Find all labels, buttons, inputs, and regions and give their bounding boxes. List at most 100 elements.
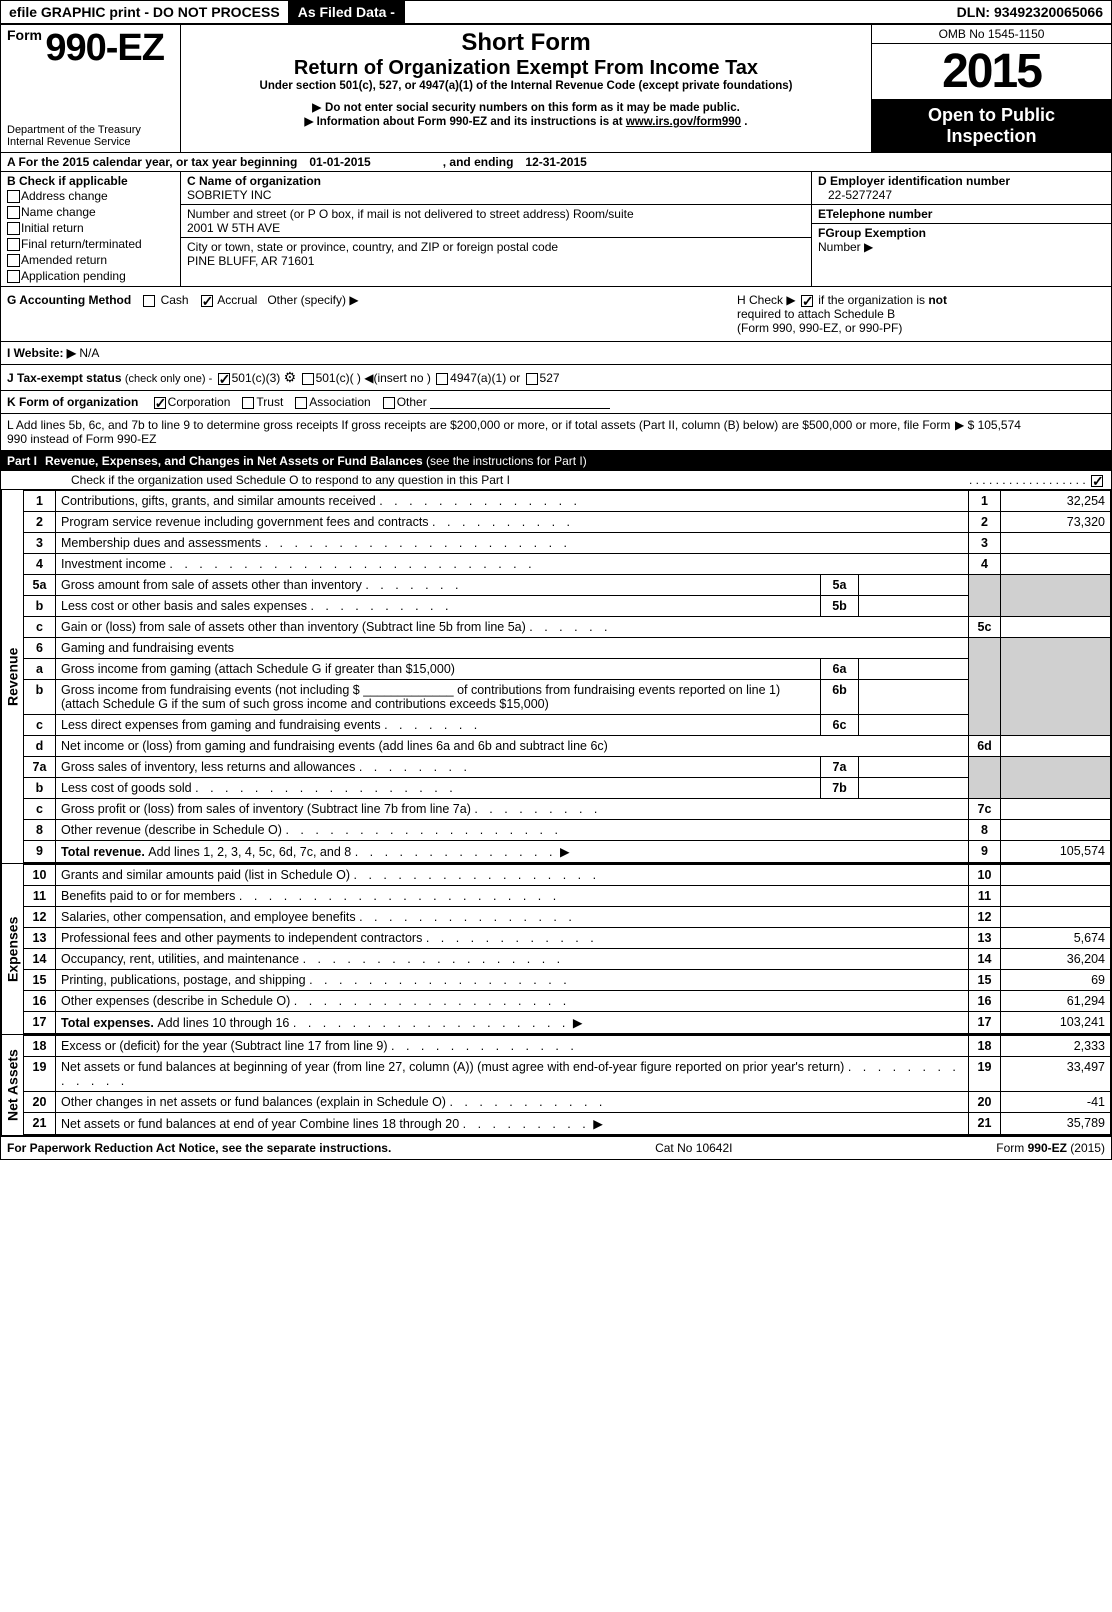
col-b-title: B Check if applicable xyxy=(7,174,174,188)
line-9: 9 Total revenue. Add lines 1, 2, 3, 4, 5… xyxy=(24,841,1111,863)
revenue-side-label: Revenue xyxy=(1,490,23,863)
line-a-label: A For the 2015 calendar year, or tax yea… xyxy=(1,153,303,171)
line-12: 12Salaries, other compensation, and empl… xyxy=(24,907,1111,928)
org-name-cell: C Name of organization SOBRIETY INC xyxy=(181,172,811,205)
catalog-number: Cat No 10642I xyxy=(655,1141,732,1155)
check-trust[interactable] xyxy=(242,397,254,409)
street-value: 2001 W 5TH AVE xyxy=(187,221,805,235)
telephone-cell: ETelephone number xyxy=(812,205,1111,224)
line-21-amount: 35,789 xyxy=(1001,1113,1111,1135)
line-a: A For the 2015 calendar year, or tax yea… xyxy=(1,153,1111,172)
check-name-change[interactable]: Name change xyxy=(7,204,174,220)
efile-label: efile GRAPHIC print - DO NOT PROCESS xyxy=(1,1,290,23)
city-value: PINE BLUFF, AR 71601 xyxy=(187,254,805,268)
check-final-return[interactable]: Final return/terminated xyxy=(7,236,174,252)
form-header: Form 990-EZ Department of the Treasury I… xyxy=(1,25,1111,153)
check-corporation[interactable] xyxy=(154,397,166,409)
line-18: 18Excess or (deficit) for the year (Subt… xyxy=(24,1036,1111,1057)
part-1-schedule-o-check: Check if the organization used Schedule … xyxy=(1,471,1111,490)
telephone-label: ETelephone number xyxy=(818,207,932,221)
city-cell: City or town, state or province, country… xyxy=(181,238,811,270)
line-11: 11Benefits paid to or for members . . . … xyxy=(24,886,1111,907)
dept-irs: Internal Revenue Service xyxy=(7,136,141,148)
form-990ez-page: efile GRAPHIC print - DO NOT PROCESS As … xyxy=(0,0,1112,1160)
dln-value: 93492320065066 xyxy=(994,4,1103,20)
row-g-h: G Accounting Method Cash Accrual Other (… xyxy=(1,287,1111,342)
row-website: I Website: ▶ N/A xyxy=(1,342,1111,365)
h-schedule-b: H Check ▶ if the organization is not req… xyxy=(731,287,1111,341)
row-l-gross-receipts: L Add lines 5b, 6c, and 7b to line 9 to … xyxy=(1,414,1111,451)
j-label: J Tax-exempt status xyxy=(7,371,122,385)
check-schedule-b[interactable] xyxy=(801,295,813,307)
org-name-label: C Name of organization xyxy=(187,174,805,188)
line-a-mid: , and ending xyxy=(437,153,520,171)
expenses-table: 10Grants and similar amounts paid (list … xyxy=(23,864,1111,1034)
subtitle: Under section 501(c), 527, or 4947(a)(1)… xyxy=(187,80,865,92)
check-association[interactable] xyxy=(295,397,307,409)
line-6: 6 Gaming and fundraising events xyxy=(24,638,1111,659)
check-501c3[interactable] xyxy=(218,373,230,385)
line-14-amount: 36,204 xyxy=(1001,949,1111,970)
line-6c: c Less direct expenses from gaming and f… xyxy=(24,715,1111,736)
check-initial-return[interactable]: Initial return xyxy=(7,220,174,236)
line-20: 20Other changes in net assets or fund ba… xyxy=(24,1092,1111,1113)
tax-year: 2015 xyxy=(872,44,1111,99)
line-6b: b Gross income from fundraising events (… xyxy=(24,680,1111,715)
tax-year-end: 12-31-2015 xyxy=(519,153,592,171)
form-word: Form xyxy=(7,27,42,43)
note-info: ▶ Information about Form 990-EZ and its … xyxy=(187,114,865,128)
line-14: 14Occupancy, rent, utilities, and mainte… xyxy=(24,949,1111,970)
line-15-amount: 69 xyxy=(1001,970,1111,991)
line-4: 4 Investment income . . . . . . . . . . … xyxy=(24,554,1111,575)
org-name: SOBRIETY INC xyxy=(187,188,805,202)
short-form-title: Short Form xyxy=(187,29,865,57)
note-info-text: Information about Form 990-EZ and its in… xyxy=(317,116,626,128)
line-10: 10Grants and similar amounts paid (list … xyxy=(24,865,1111,886)
group-exemption-label: FGroup Exemption xyxy=(818,226,926,240)
line-20-amount: -41 xyxy=(1001,1092,1111,1113)
line-19: 19Net assets or fund balances at beginni… xyxy=(24,1057,1111,1092)
check-application-pending[interactable]: Application pending xyxy=(7,268,174,284)
line-7b: b Less cost of goods sold . . . . . . . … xyxy=(24,778,1111,799)
line-1: 1 Contributions, gifts, grants, and simi… xyxy=(24,491,1111,512)
l-amount: ▶ $ 105,574 xyxy=(955,418,1105,446)
net-assets-side-label: Net Assets xyxy=(1,1035,23,1135)
street-label: Number and street (or P O box, if mail i… xyxy=(187,207,805,221)
line-7c: c Gross profit or (loss) from sales of i… xyxy=(24,799,1111,820)
line-21: 21Net assets or fund balances at end of … xyxy=(24,1113,1111,1135)
dln: DLN: 93492320065066 xyxy=(949,1,1111,23)
line-1-amount: 32,254 xyxy=(1001,491,1111,512)
check-cash[interactable] xyxy=(143,295,155,307)
col-b: B Check if applicable Address change Nam… xyxy=(1,172,181,286)
line-6d: d Net income or (loss) from gaming and f… xyxy=(24,736,1111,757)
expenses-section: Expenses 10Grants and similar amounts pa… xyxy=(1,864,1111,1035)
line-5c: c Gain or (loss) from sale of assets oth… xyxy=(24,617,1111,638)
line-17: 17Total expenses. Add lines 10 through 1… xyxy=(24,1012,1111,1034)
group-exemption-cell: FGroup Exemption Number ▶ xyxy=(812,224,1111,256)
line-5b: b Less cost or other basis and sales exp… xyxy=(24,596,1111,617)
line-15: 15Printing, publications, postage, and s… xyxy=(24,970,1111,991)
check-address-change[interactable]: Address change xyxy=(7,188,174,204)
check-schedule-o[interactable] xyxy=(1091,475,1103,487)
g-label: G Accounting Method xyxy=(7,293,131,307)
accounting-method: G Accounting Method Cash Accrual Other (… xyxy=(1,287,731,341)
website-label: I Website: ▶ xyxy=(7,346,76,360)
omb-number: OMB No 1545-1150 xyxy=(872,25,1111,44)
open-to-public: Open to Public Inspection xyxy=(872,99,1111,152)
check-other-org[interactable] xyxy=(383,397,395,409)
check-501c[interactable] xyxy=(302,373,314,385)
check-4947[interactable] xyxy=(436,373,448,385)
part-1-header: Part I Revenue, Expenses, and Changes in… xyxy=(1,451,1111,471)
return-title: Return of Organization Exempt From Incom… xyxy=(187,57,865,80)
expenses-side-label: Expenses xyxy=(1,864,23,1034)
check-527[interactable] xyxy=(526,373,538,385)
check-accrual[interactable] xyxy=(201,295,213,307)
check-amended-return[interactable]: Amended return xyxy=(7,252,174,268)
line-18-amount: 2,333 xyxy=(1001,1036,1111,1057)
city-label: City or town, state or province, country… xyxy=(187,240,805,254)
form-footer-label: Form 990-EZ (2015) xyxy=(996,1141,1105,1155)
line-13-amount: 5,674 xyxy=(1001,928,1111,949)
form-number: 990-EZ xyxy=(45,27,164,69)
ein-label: D Employer identification number xyxy=(818,174,1105,188)
irs-link[interactable]: www.irs.gov/form990 xyxy=(626,116,741,128)
